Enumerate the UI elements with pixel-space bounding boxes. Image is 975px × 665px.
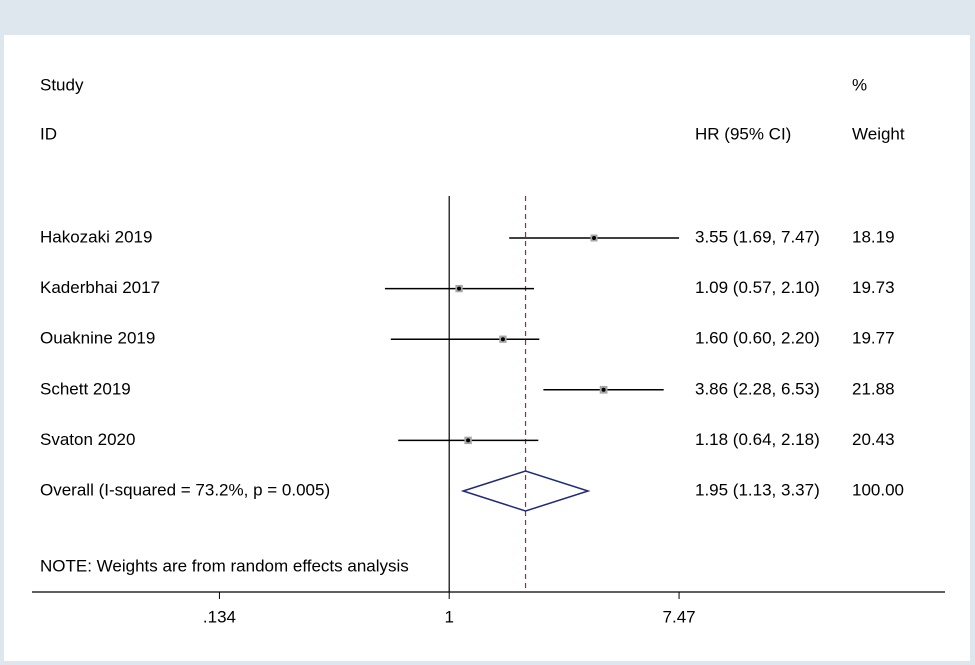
point-estimate: [592, 236, 597, 240]
study-label: Kaderbhai 2017: [40, 278, 160, 297]
overall-effect-label: 1.95 (1.13, 3.37): [695, 480, 820, 499]
weight-label: 21.88: [852, 379, 895, 398]
header-weight: Weight: [852, 124, 905, 143]
x-tick-label: 7.47: [663, 607, 696, 626]
x-tick-label: .134: [203, 607, 236, 626]
header-study: Study: [40, 75, 84, 94]
point-estimate: [500, 337, 505, 342]
weight-label: 19.73: [852, 278, 895, 297]
weight-label: 20.43: [852, 430, 895, 449]
header-effect: HR (95% CI): [695, 124, 791, 143]
weight-label: 19.77: [852, 329, 895, 348]
point-estimate: [457, 286, 462, 291]
overall-weight-label: 100.00: [852, 480, 904, 499]
study-label: Svaton 2020: [40, 430, 135, 449]
header-weight-top: %: [852, 75, 867, 94]
x-tick-label: 1: [444, 607, 453, 626]
plot-panel: [4, 35, 970, 661]
overall-diamond: [460, 470, 591, 512]
header-id: ID: [40, 124, 57, 143]
study-label: Ouaknine 2019: [40, 329, 155, 348]
weight-label: 18.19: [852, 227, 895, 246]
effect-label: 3.86 (2.28, 6.53): [695, 379, 820, 398]
overall-label: Overall (I-squared = 73.2%, p = 0.005): [40, 480, 330, 499]
study-label: Hakozaki 2019: [40, 227, 152, 246]
effect-label: 3.55 (1.69, 7.47): [695, 227, 820, 246]
effect-label: 1.18 (0.64, 2.18): [695, 430, 820, 449]
note: NOTE: Weights are from random effects an…: [40, 556, 409, 575]
point-estimate: [466, 438, 471, 443]
study-label: Schett 2019: [40, 379, 131, 398]
point-estimate: [601, 387, 606, 392]
effect-label: 1.60 (0.60, 2.20): [695, 329, 820, 348]
effect-label: 1.09 (0.57, 2.10): [695, 278, 820, 297]
